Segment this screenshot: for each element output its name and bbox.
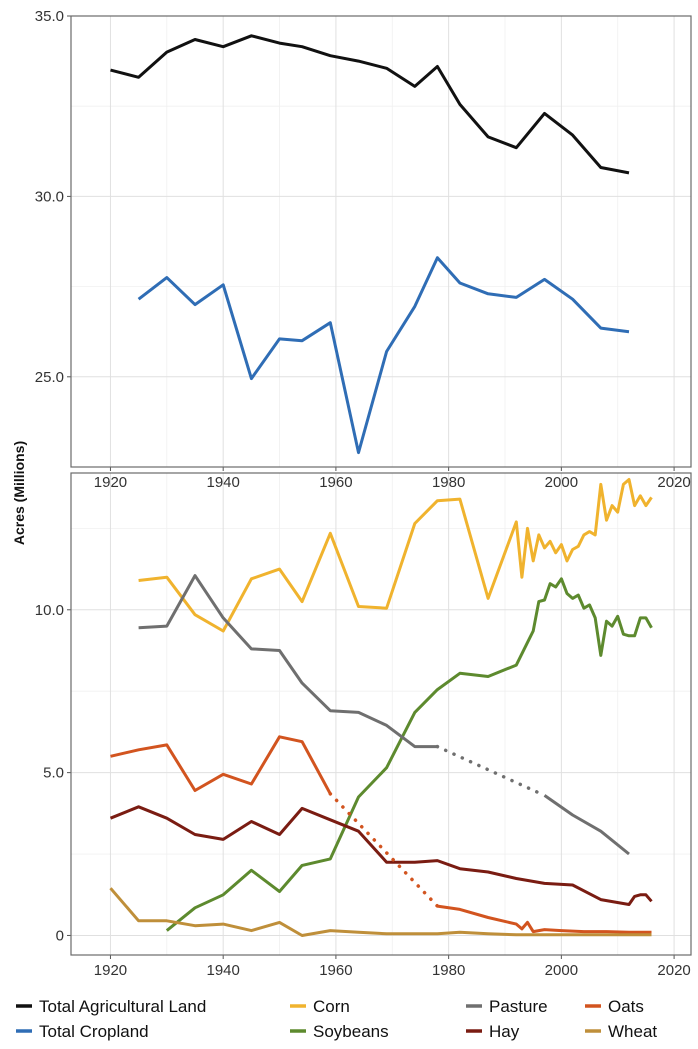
legend-label-wheat: Wheat xyxy=(608,1022,657,1041)
legend-label-oats: Oats xyxy=(608,997,644,1016)
series-line-total-cropland xyxy=(137,256,630,455)
legend-label-soybeans: Soybeans xyxy=(313,1022,389,1041)
bottom-y-tick-label: 10.0 xyxy=(35,602,64,619)
top-y-tick-label: 30.0 xyxy=(35,188,64,205)
series-line-hay xyxy=(109,805,653,906)
bottom-y-tick-label: 0 xyxy=(56,927,64,944)
bottom-x-tick-label: 2000 xyxy=(545,962,578,979)
bottom-y-tick-label: 5.0 xyxy=(43,765,64,782)
legend-label-pasture: Pasture xyxy=(489,997,548,1016)
legend-label-total-agricultural-land: Total Agricultural Land xyxy=(39,997,206,1016)
legend-label-total-cropland: Total Cropland xyxy=(39,1022,149,1041)
series-line-oats xyxy=(110,735,332,795)
legend: Total Agricultural Land Corn Pasture Oats To… xyxy=(16,997,657,1041)
top-panel-border xyxy=(70,15,692,468)
bottom-x-tick-label: 1940 xyxy=(206,962,239,979)
bottom-x-tick-label: 1960 xyxy=(319,962,352,979)
series-line-pasture-estimated xyxy=(435,744,547,798)
series-line-pasture-recent xyxy=(543,794,630,856)
bottom-x-tick-label: 1920 xyxy=(94,962,127,979)
series-line-wheat xyxy=(109,887,652,937)
bottom-panel-border xyxy=(70,472,692,956)
series-line-oats-estimated xyxy=(328,792,440,908)
bottom-x-tick-label: 1980 xyxy=(432,962,465,979)
series-line-oats-recent xyxy=(437,904,652,934)
series-line-pasture xyxy=(138,574,438,749)
series-line-corn xyxy=(138,478,653,633)
y-axis-label: Acres (Millions) xyxy=(11,441,27,545)
top-y-tick-label: 25.0 xyxy=(35,369,64,386)
series-line-total-agricultural-land xyxy=(110,34,630,175)
bottom-panel: 1920 1940 1960 1980 2000 2020 0 5.0 10.0 xyxy=(35,472,692,979)
bottom-x-tick-label: 2020 xyxy=(657,962,690,979)
series-line-soybeans xyxy=(165,577,653,932)
top-y-tick-label: 35.0 xyxy=(35,8,64,25)
legend-label-corn: Corn xyxy=(313,997,350,1016)
legend-label-hay: Hay xyxy=(489,1022,520,1041)
